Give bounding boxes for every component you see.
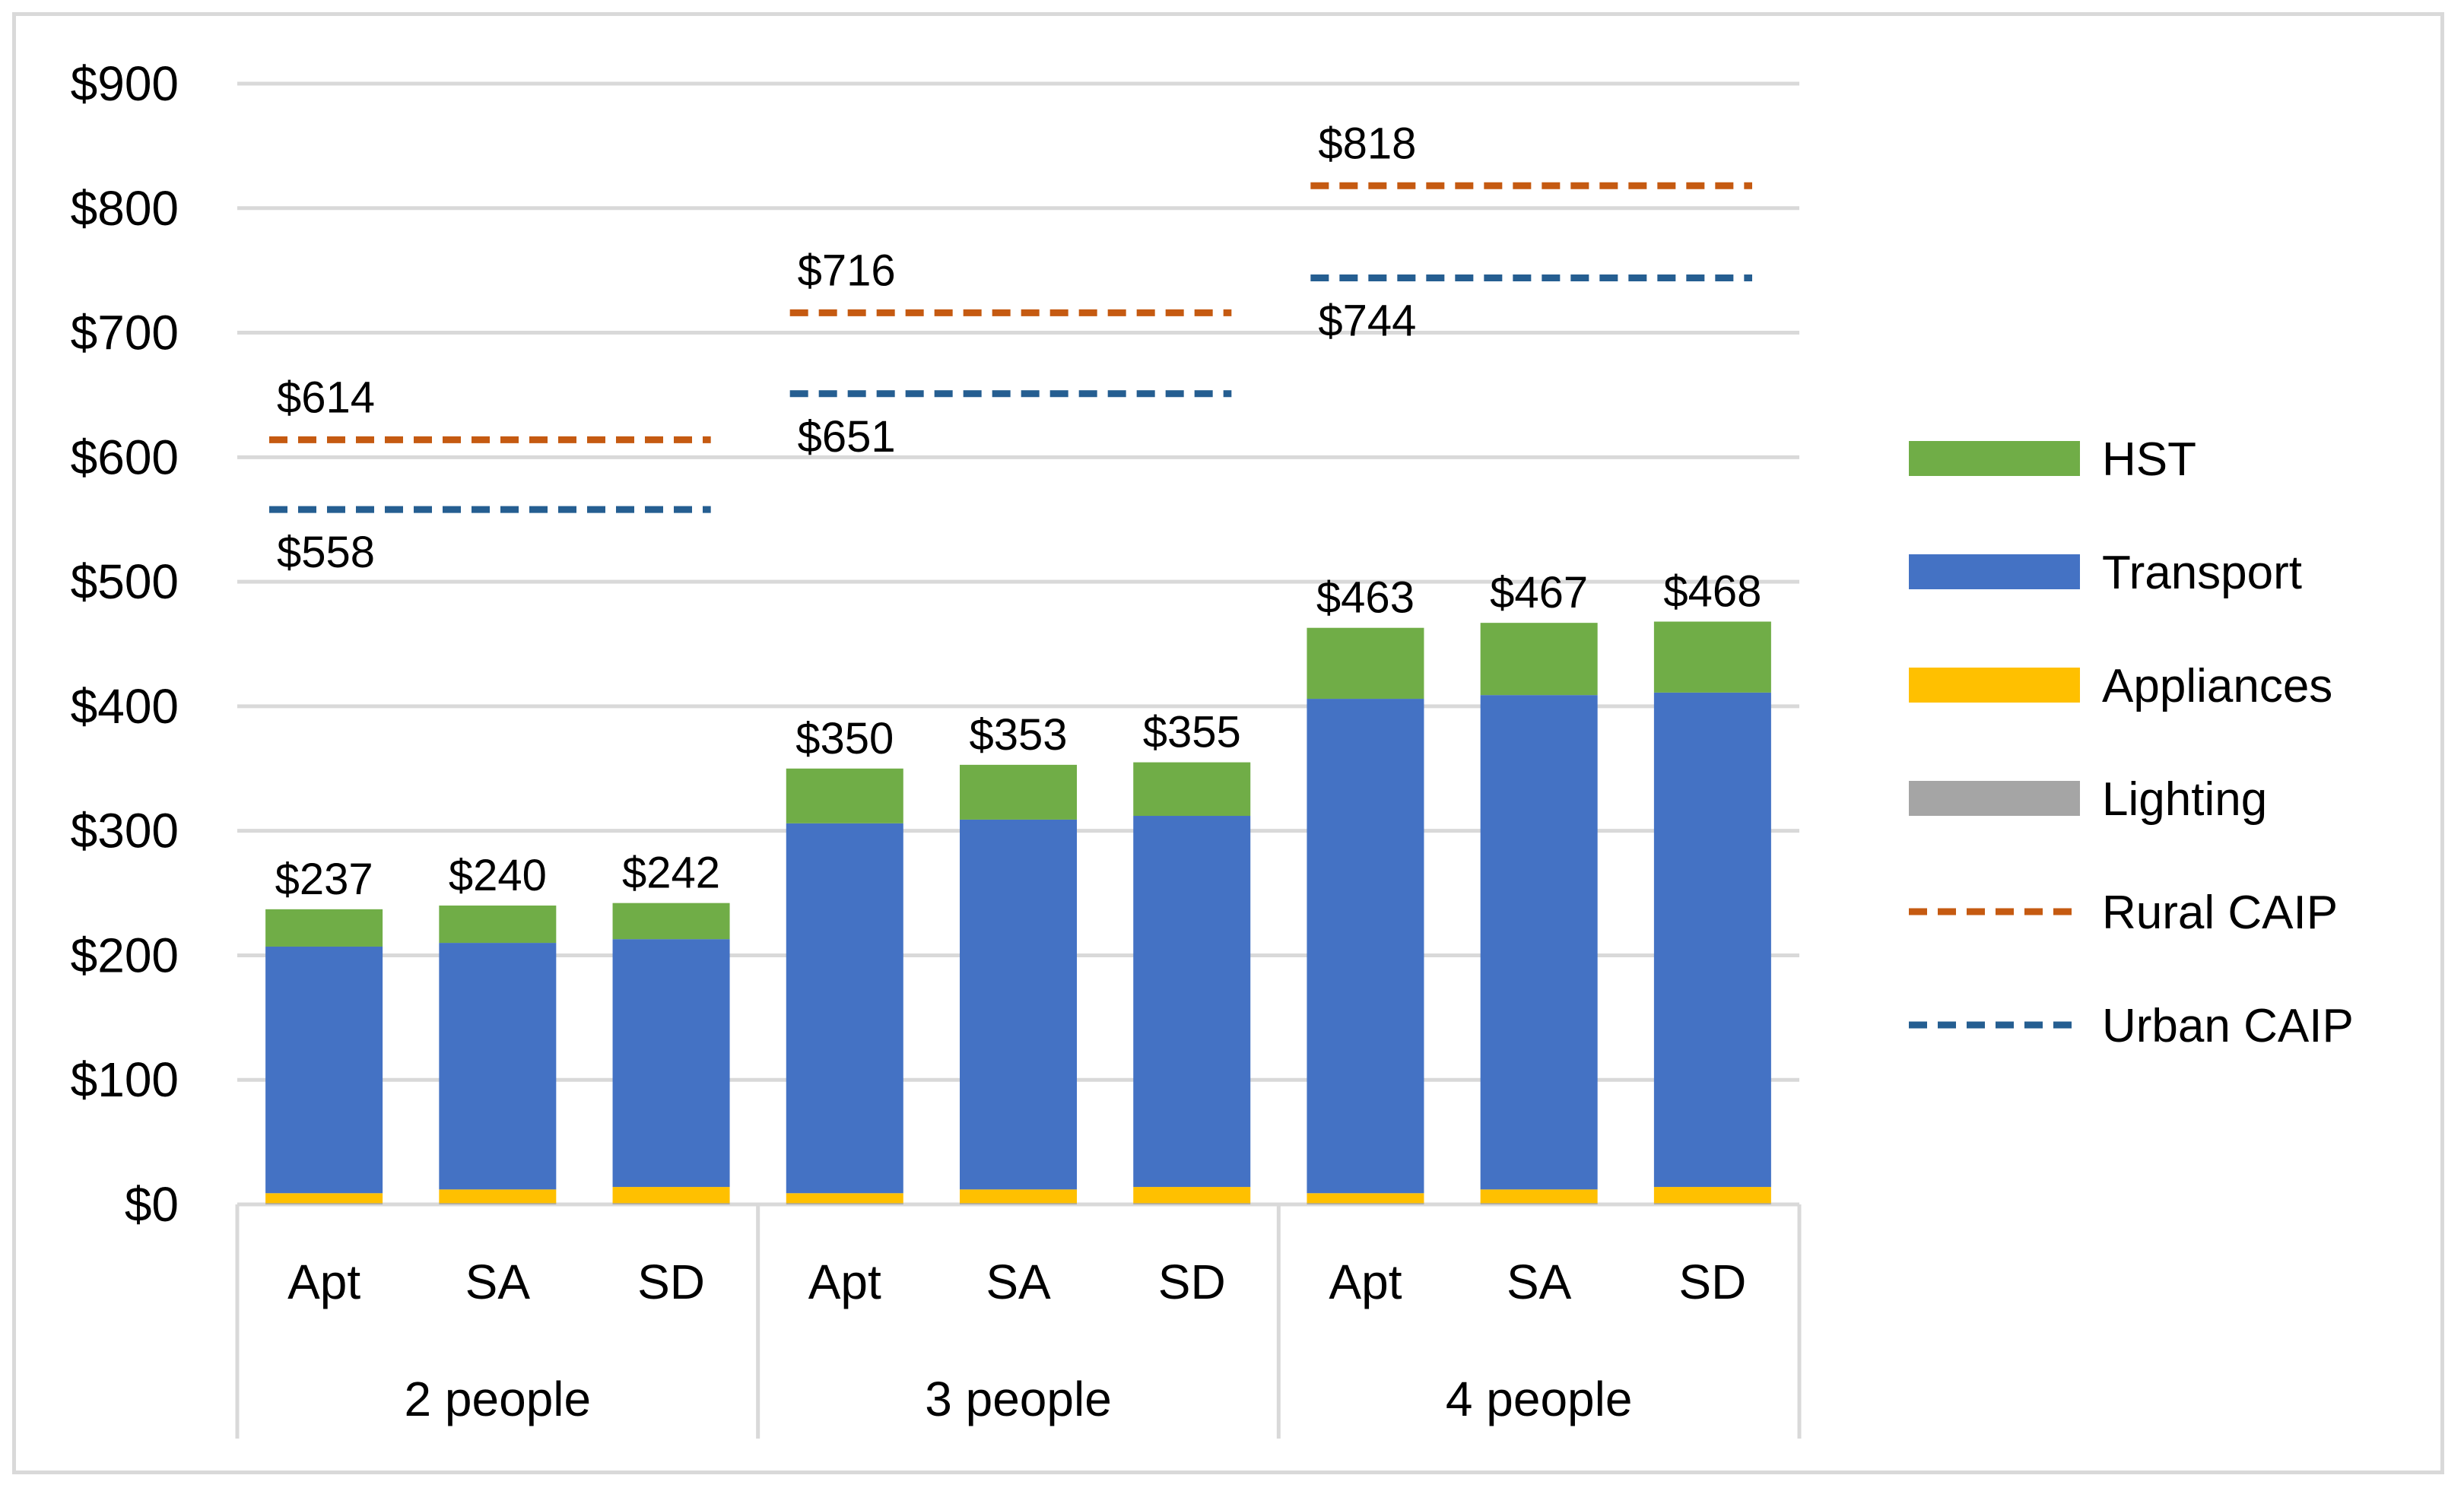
- y-tick-label: $300: [71, 804, 179, 858]
- legend: HST Transport Appliances Lighting Rural CAIP…: [1909, 433, 2354, 1052]
- bar-total-label: $468: [1663, 567, 1761, 617]
- bar-segment-hst: [786, 768, 903, 823]
- bar-segment-appliances: [612, 1187, 730, 1204]
- x-group-label: 4 people: [1446, 1372, 1633, 1426]
- y-tick-label: $600: [71, 430, 179, 484]
- reference-line-label: $651: [798, 412, 896, 462]
- legend-label: Transport: [2102, 547, 2302, 599]
- bar-segment-lighting: [1480, 1203, 1598, 1204]
- bar-segment-hst: [1133, 762, 1251, 817]
- legend-label: Urban CAIP: [2102, 1000, 2354, 1052]
- bar-segment-transport: [1133, 816, 1251, 1188]
- y-tick-label: $800: [71, 181, 179, 236]
- bar-segment-lighting: [439, 1203, 557, 1204]
- bar-total-label: $237: [275, 855, 373, 904]
- x-category-label: Apt: [287, 1255, 360, 1309]
- bar-segment-hst: [612, 903, 730, 940]
- y-tick-label: $900: [71, 56, 179, 111]
- bar-segment-transport: [265, 946, 383, 1194]
- bar-segment-hst: [1653, 621, 1771, 693]
- bar-segment-appliances: [439, 1189, 557, 1204]
- bar-segment-lighting: [960, 1203, 1077, 1204]
- legend-label: Appliances: [2102, 660, 2332, 712]
- bar-segment-appliances: [1307, 1193, 1424, 1204]
- legend-swatch: [1909, 781, 2080, 816]
- x-category-label: SD: [637, 1255, 705, 1309]
- legend-label: Lighting: [2102, 773, 2267, 826]
- chart-frame: [12, 12, 2444, 1474]
- bar-segment-transport: [1307, 699, 1424, 1194]
- bar-segment-transport: [439, 943, 557, 1190]
- legend-swatch: [1909, 668, 2080, 703]
- bar-segment-hst: [1307, 627, 1424, 700]
- y-tick-label: $700: [71, 306, 179, 360]
- x-category-label: SD: [1678, 1255, 1746, 1309]
- bar-segment-hst: [960, 764, 1077, 820]
- reference-lines: [269, 182, 1752, 513]
- bar-total-label: $350: [795, 714, 894, 763]
- bar-segment-transport: [960, 819, 1077, 1190]
- bar-total-label: $467: [1490, 568, 1588, 617]
- x-group-label: 3 people: [925, 1372, 1112, 1426]
- legend-swatch: [1909, 441, 2080, 476]
- bar-total-label: $463: [1316, 573, 1415, 623]
- bar-segment-transport: [786, 823, 903, 1194]
- bar-segment-lighting: [1653, 1203, 1771, 1204]
- x-category-label: SA: [1507, 1255, 1572, 1309]
- y-tick-label: $400: [71, 679, 179, 734]
- data-labels: $237 $240 $242 $350 $353 $355 $463 $467 $468 $614…: [275, 119, 1762, 904]
- bar-segment-appliances: [960, 1189, 1077, 1204]
- legend-swatch: [1909, 554, 2080, 589]
- bar-segment-hst: [439, 905, 557, 944]
- x-group-label: 2 people: [405, 1372, 592, 1426]
- y-tick-label: $200: [71, 928, 179, 982]
- x-category-label: SA: [986, 1255, 1051, 1309]
- bar-total-label: $355: [1143, 708, 1241, 757]
- x-category-label: SA: [465, 1255, 531, 1309]
- bar-segment-lighting: [1307, 1203, 1424, 1204]
- reference-line-label: $716: [798, 246, 896, 295]
- bar-segment-appliances: [265, 1193, 383, 1204]
- x-category-label: Apt: [808, 1255, 881, 1309]
- bar-segment-hst: [265, 909, 383, 947]
- bar-segment-lighting: [265, 1203, 383, 1204]
- bar-segment-lighting: [786, 1203, 903, 1204]
- bar-segment-transport: [1480, 695, 1598, 1190]
- bar-segment-lighting: [612, 1203, 730, 1204]
- bar-total-label: $242: [622, 849, 720, 898]
- y-tick-label: $100: [71, 1052, 179, 1107]
- bar-total-label: $240: [449, 851, 547, 900]
- bar-segment-hst: [1480, 623, 1598, 696]
- bar-total-label: $353: [969, 710, 1067, 760]
- legend-label: HST: [2102, 433, 2196, 486]
- reference-line-label: $744: [1318, 296, 1416, 345]
- y-tick-label: $500: [71, 554, 179, 609]
- bar-segment-transport: [1653, 692, 1771, 1188]
- bar-segment-appliances: [1480, 1189, 1598, 1204]
- y-tick-label: $0: [125, 1177, 179, 1232]
- bar-segment-appliances: [1653, 1187, 1771, 1204]
- x-category-label: Apt: [1329, 1255, 1402, 1309]
- reference-line-label: $558: [277, 528, 375, 577]
- bars: [265, 621, 1771, 1204]
- bar-segment-transport: [612, 939, 730, 1188]
- legend-label: Rural CAIP: [2102, 887, 2338, 939]
- reference-line-label: $614: [277, 373, 375, 422]
- bar-segment-lighting: [1133, 1203, 1251, 1204]
- axes: $0 $100 $200 $300 $400 $500 $600 $700 $800 $900 Ap…: [71, 56, 1802, 1439]
- bar-segment-appliances: [1133, 1187, 1251, 1204]
- bar-segment-appliances: [786, 1193, 903, 1204]
- reference-line-label: $818: [1318, 119, 1416, 168]
- x-category-label: SD: [1158, 1255, 1226, 1309]
